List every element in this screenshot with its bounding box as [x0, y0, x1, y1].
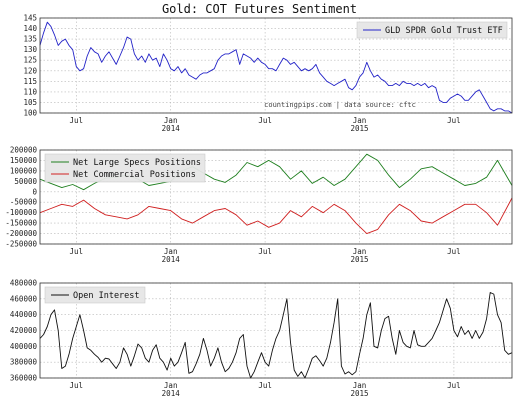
y-tick-label: 0 [32, 187, 37, 196]
y-tick-label: 145 [23, 14, 37, 23]
series-line [40, 293, 512, 379]
y-tick-label: 50000 [14, 177, 37, 186]
x-tick-label: Jul [70, 381, 84, 390]
y-tick-label: 400000 [10, 342, 38, 351]
x-tick-year-label: 2015 [350, 389, 368, 398]
x-tick-year-label: 2014 [162, 255, 181, 264]
x-tick-label: Jul [447, 247, 461, 256]
y-tick-label: 100 [23, 109, 37, 118]
x-tick-label: Jul [70, 247, 84, 256]
y-tick-label: 125 [23, 56, 37, 65]
series-line [40, 198, 512, 234]
y-tick-label: 480000 [10, 279, 38, 288]
y-tick-label: -150000 [5, 219, 37, 228]
legend-label: GLD SPDR Gold Trust ETF [385, 26, 503, 36]
x-tick-year-label: 2014 [162, 124, 181, 133]
panel-open-interest: 360000 380000 400000 420000 440000 460000 4800… [10, 279, 512, 399]
y-tick-label: 105 [23, 98, 37, 107]
y-tick-label: -100000 [5, 208, 37, 217]
x-tick-year-label: 2014 [162, 389, 181, 398]
y-tick-label: 120 [23, 66, 37, 75]
x-tick-year-label: 2015 [350, 255, 368, 264]
x-tick-label: Jul [70, 116, 84, 125]
x-tick-label: Jul [447, 116, 461, 125]
y-tick-label: 360000 [10, 374, 38, 383]
y-tick-label: 420000 [10, 326, 38, 335]
y-tick-label: 135 [23, 35, 37, 44]
y-tick-label: 380000 [10, 358, 38, 367]
y-tick-label: -200000 [5, 229, 37, 238]
y-tick-label: -50000 [10, 198, 38, 207]
y-tick-label: 200000 [10, 146, 38, 155]
x-tick-label: Jul [447, 381, 461, 390]
panel-cot-positions: -250000 -200000-150000 -100000-50000 050000… [5, 146, 512, 265]
y-tick-label: -250000 [5, 240, 37, 249]
y-tick-label: 440000 [10, 310, 38, 319]
legend-label: Net Large Specs Positions [73, 158, 201, 168]
y-tick-label: 115 [23, 77, 37, 86]
x-tick-label: Jul [258, 116, 272, 125]
x-tick-label: Jul [258, 381, 272, 390]
legend-label: Net Commercial Positions [73, 170, 196, 180]
y-tick-label: 110 [23, 87, 37, 96]
x-tick-label: Jul [258, 247, 272, 256]
y-tick-label: 100000 [10, 166, 38, 175]
watermark-text: countingpips.com | data source: cftc [264, 101, 416, 109]
y-tick-label: 150000 [10, 156, 38, 165]
y-tick-label: 460000 [10, 294, 38, 303]
x-tick-year-label: 2015 [350, 124, 368, 133]
legend-label: Open Interest [73, 291, 140, 301]
y-tick-label: 130 [23, 45, 37, 54]
y-tick-label: 140 [23, 24, 37, 33]
